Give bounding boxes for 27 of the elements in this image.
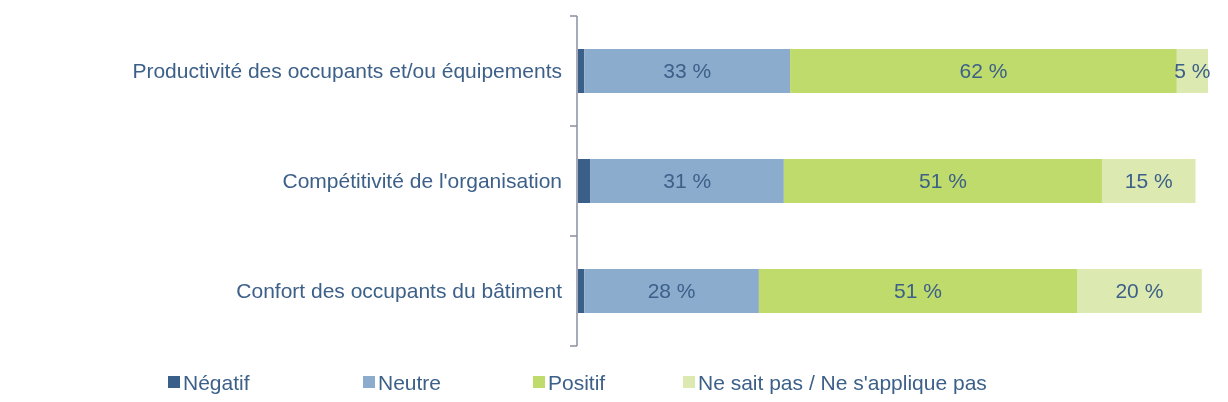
legend-label: Négatif xyxy=(183,371,250,394)
legend-label: Positif xyxy=(548,371,606,394)
data-label: 5 % xyxy=(1174,59,1211,82)
legend-label: Ne sait pas / Ne s'applique pas xyxy=(698,371,987,394)
data-label: 51 % xyxy=(894,279,942,302)
bar xyxy=(790,49,1177,93)
data-label: 28 % xyxy=(647,279,696,302)
y-tick-label: Confort des occupants du bâtiment xyxy=(236,279,563,302)
bar xyxy=(758,269,1078,313)
bar xyxy=(1077,269,1202,313)
bar xyxy=(584,49,791,93)
data-label: 62 % xyxy=(959,59,1008,82)
bar xyxy=(590,159,784,203)
bar xyxy=(578,159,591,203)
bar xyxy=(578,49,585,93)
data-label: 33 % xyxy=(663,59,712,82)
data-label: 20 % xyxy=(1115,279,1164,302)
legend-label: Neutre xyxy=(378,371,442,394)
y-tick-label: Compétitivité de l'organisation xyxy=(282,169,562,192)
bar xyxy=(783,159,1102,203)
bar xyxy=(1101,159,1196,203)
bar xyxy=(584,269,759,313)
data-label: 31 % xyxy=(663,169,712,192)
bar xyxy=(578,269,585,313)
data-label: 51 % xyxy=(918,169,967,192)
data-label: 15 % xyxy=(1124,169,1173,192)
y-tick-label: Productivité des occupants et/ou équipements xyxy=(132,59,562,82)
